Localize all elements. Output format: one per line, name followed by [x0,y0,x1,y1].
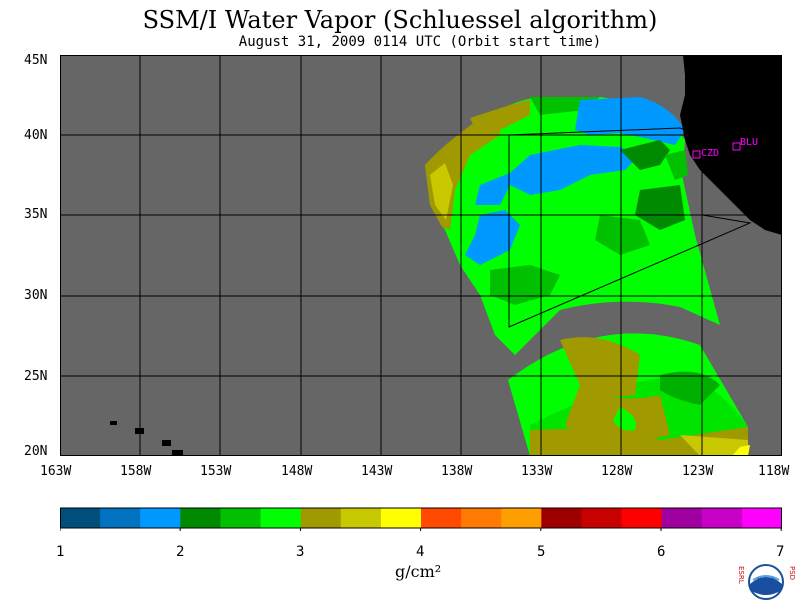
noaa-logo: NOAA ESRL PSD [737,564,796,600]
noaa-logo-text: NOAA [757,577,775,584]
lon-label-128w: 128W [601,464,633,479]
colorbar-swatch [260,508,302,528]
lat-label-35n: 35N [24,207,48,222]
colorbar-swatch [340,508,382,528]
lat-label-30n: 30N [24,288,48,303]
lon-label-153w: 153W [200,464,232,479]
colorbar-swatch [541,508,582,528]
station-czd-label: CZD [701,148,719,159]
colorbar-swatch [581,508,623,528]
lon-label-158w: 158W [120,464,152,479]
hawaii-island-4 [172,450,183,456]
colorbar-tick-1: 1 [56,544,65,560]
water-vapor-map: CZD BLU [60,55,782,456]
lon-label-148w: 148W [281,464,313,479]
station-czd-marker [692,150,701,159]
colorbar-swatch [380,508,422,528]
colorbar-swatch [621,508,663,528]
lon-label-118w: 118W [758,464,790,479]
colorbar-swatch [300,508,342,528]
hawaii-island-3 [162,440,171,446]
colorbar-swatch [421,508,462,528]
colorbar-swatch [100,508,141,528]
map-title: SSM/I Water Vapor (Schluessel algorithm) [142,6,658,34]
colorbar-swatch [140,508,181,528]
colorbar-swatch [461,508,502,528]
lat-lon-grid [60,55,782,456]
psd-letters: PSD [788,566,796,580]
colorbar-tick-4: 4 [416,544,425,560]
lon-label-138w: 138W [441,464,473,479]
station-blu-marker [732,142,741,151]
colorbar-swatch [741,508,782,528]
lon-label-143w: 143W [361,464,393,479]
colorbar-tick-7: 7 [776,544,785,560]
colorbar-swatch [501,508,542,528]
colorbar [60,507,782,531]
colorbar-tick-2: 2 [176,544,185,560]
map-subtitle: August 31, 2009 0114 UTC (Orbit start ti… [238,34,602,50]
colorbar-tick-3: 3 [296,544,305,560]
lat-label-45n: 45N [24,53,48,68]
colorbar-tick-6: 6 [657,544,666,560]
lat-label-20n: 20N [24,444,48,459]
colorbar-swatch [701,508,743,528]
lon-label-163w: 163W [40,464,72,479]
northern-swath [425,97,720,355]
colorbar-swatch [60,508,101,528]
hawaii-island-1 [110,421,117,425]
analysis-region-outline [508,127,752,328]
colorbar-swatch [180,508,221,528]
station-blu-label: BLU [740,137,758,148]
colorbar-tick-5: 5 [537,544,546,560]
lon-label-133w: 133W [521,464,553,479]
lon-label-123w: 123W [682,464,714,479]
colorbar-swatch [661,508,703,528]
esrl-letters: ESRL [737,566,745,584]
colorbar-swatch [220,508,262,528]
lat-label-25n: 25N [24,369,48,384]
southern-swath [508,333,750,456]
colorbar-unit-label: g/cm² [395,562,442,581]
lat-label-40n: 40N [24,128,48,143]
station-markers: CZD BLU [692,137,758,159]
